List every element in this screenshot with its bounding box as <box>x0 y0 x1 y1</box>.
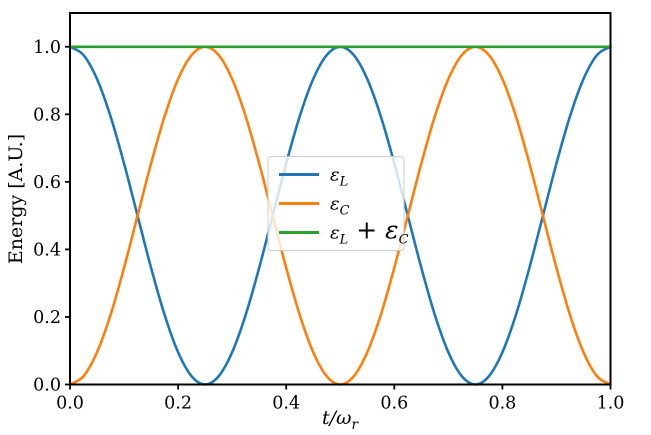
x-tick-label: 1.0 <box>597 394 625 414</box>
x-tick-label: 0.0 <box>56 394 84 414</box>
y-tick-label: 0.0 <box>33 376 61 396</box>
x-tick-label: 0.6 <box>380 394 408 414</box>
x-tick-label: 0.4 <box>272 394 300 414</box>
y-tick-label: 1.0 <box>33 38 61 58</box>
x-tick-label: 0.2 <box>164 394 192 414</box>
y-axis-label: Energy [A.U.] <box>5 134 27 264</box>
y-tick-label: 0.2 <box>33 308 61 328</box>
y-tick-label: 0.8 <box>33 105 61 125</box>
y-axis-ticks: 0.0 0.2 0.4 0.6 0.8 1.0 <box>33 38 70 396</box>
y-tick-label: 0.6 <box>33 173 61 193</box>
y-tick-label: 0.4 <box>33 240 61 260</box>
x-axis-label: t/ωr <box>322 407 360 431</box>
x-tick-label: 0.8 <box>488 394 516 414</box>
